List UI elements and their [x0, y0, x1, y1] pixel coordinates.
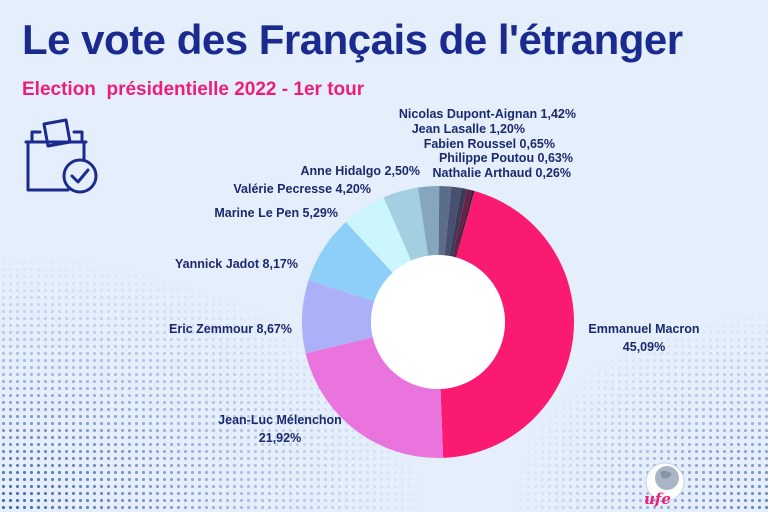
slice-label-4: Yannick Jadot 8,17%	[175, 257, 298, 271]
slice-label-2: Jean-Luc Mélenchon 21,92%	[218, 413, 342, 445]
donut-slice-4	[308, 221, 393, 302]
slice-label-6: Valérie Pecresse 4,20%	[233, 182, 371, 196]
donut-slice-7	[417, 186, 440, 256]
logo-text: ufe	[644, 490, 671, 508]
donut-slice-6	[383, 187, 429, 261]
slice-label-12: Nathalie Arthaud 0,26%	[433, 166, 571, 180]
slice-label-10: Fabien Roussel 0,65%	[424, 137, 555, 151]
slice-label-7: Anne Hidalgo 2,50%	[301, 164, 420, 178]
slice-label-8: Nicolas Dupont-Aignan 1,42%	[399, 107, 576, 121]
donut-slice-2	[305, 337, 444, 458]
donut-slice-10	[449, 188, 467, 257]
donut-slice-3	[302, 280, 375, 354]
slice-label-5: Marine Le Pen 5,29%	[214, 206, 338, 220]
slice-label-3: Eric Zemmour 8,67%	[169, 322, 292, 336]
donut-slice-11	[452, 189, 473, 258]
slice-label-11: Philippe Poutou 0,63%	[439, 151, 573, 165]
donut-slice-12	[454, 190, 475, 258]
donut-slice-5	[345, 197, 412, 273]
donut-slice-9	[444, 186, 462, 257]
page-subtitle: Election présidentielle 2022 - 1er tour	[22, 79, 365, 100]
slice-label-9: Jean Lasalle 1,20%	[412, 122, 525, 136]
ufe-logo: ufe	[644, 462, 685, 508]
donut-slice-1	[440, 190, 574, 458]
ballot-box-check-icon	[24, 118, 98, 194]
donut-hole	[371, 255, 505, 389]
page-title: Le vote des Français de l'étranger	[22, 16, 683, 63]
donut-slice-8	[438, 186, 452, 256]
slice-label-1: Emmanuel Macron 45,09%	[588, 322, 699, 354]
